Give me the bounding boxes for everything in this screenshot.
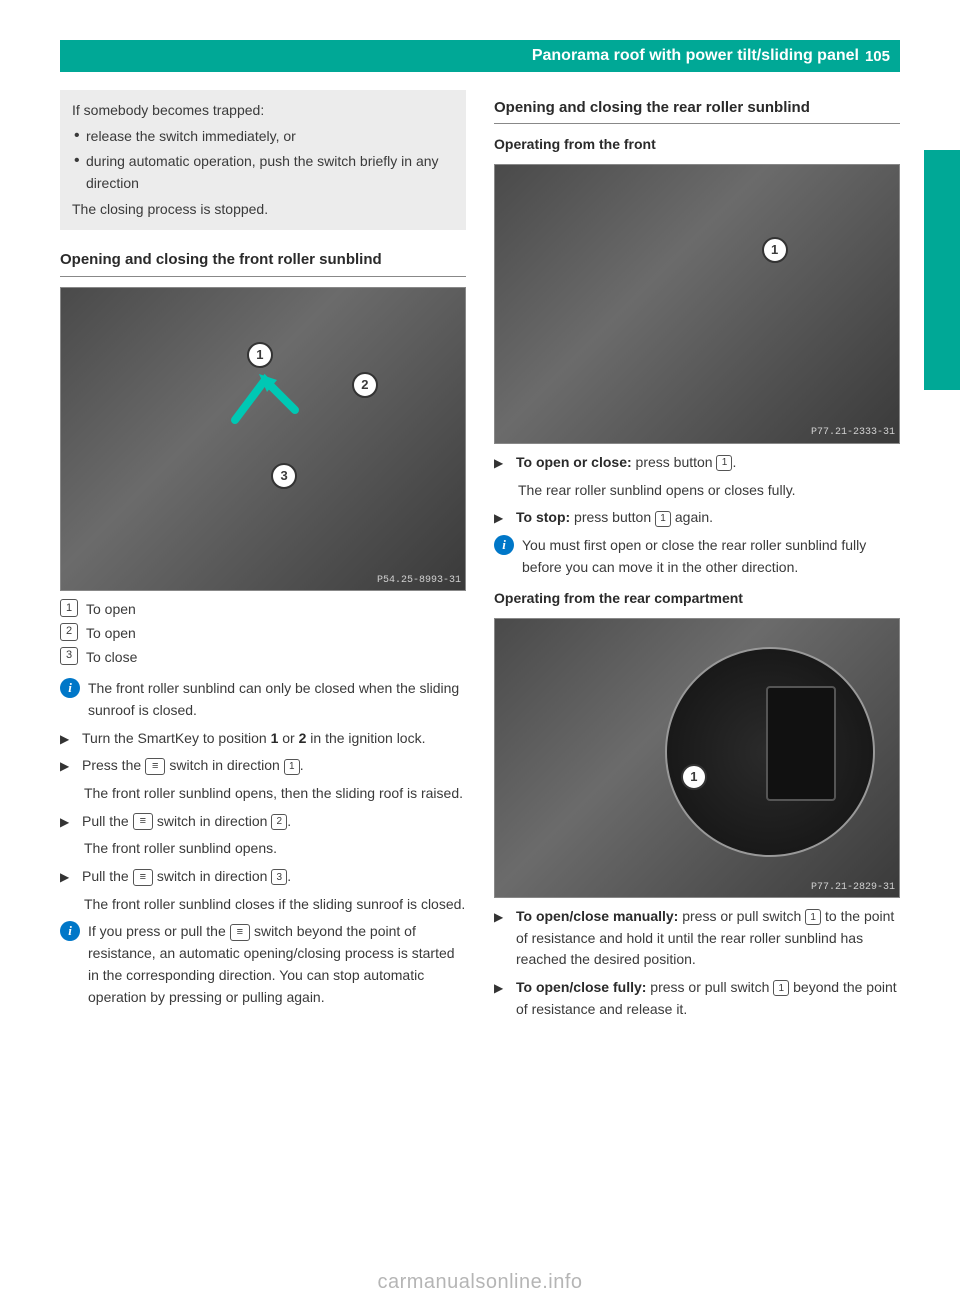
step-marker-icon: ▶ <box>60 866 74 888</box>
legend-text: To open <box>86 599 136 621</box>
figure-id: P77.21-2333-31 <box>811 425 895 441</box>
step-text: Turn the SmartKey to position 1 or 2 in … <box>82 728 425 750</box>
figure-legend: 1 To open 2 To open 3 To close <box>60 599 466 668</box>
step-marker-icon: ▶ <box>494 977 508 1020</box>
callout-3: 3 <box>271 463 297 489</box>
callout-1: 1 <box>762 237 788 263</box>
page-number: 105 <box>865 48 890 65</box>
step-marker-icon: ▶ <box>494 906 508 971</box>
direction-ref-icon: 3 <box>271 869 287 885</box>
figure-front-sunblind: 1 2 3 P54.25-8993-31 <box>60 287 466 592</box>
inset-detail-icon <box>665 647 875 857</box>
section-title-front-sunblind: Opening and closing the front roller sun… <box>60 248 466 276</box>
step-text: To stop: press button 1 again. <box>516 507 713 529</box>
step-text: To open or close: press button 1. <box>516 452 736 474</box>
figure-id: P77.21-2829-31 <box>811 880 895 896</box>
switch-icon: ≡ <box>145 758 165 775</box>
button-ref-icon: 1 <box>655 511 671 527</box>
watermark: carmanualsonline.info <box>0 1271 960 1294</box>
info-text: If you press or pull the ≡ switch beyond… <box>88 921 466 1008</box>
step-text: Press the ≡ switch in direction 1. <box>82 755 304 777</box>
step-text: To open/close fully: press or pull switc… <box>516 977 900 1020</box>
step-sub: The front roller sunblind closes if the … <box>60 894 466 916</box>
figure-id: P54.25-8993-31 <box>377 573 461 589</box>
step-text: To open/close manually: press or pull sw… <box>516 906 900 971</box>
content-area: If somebody becomes trapped: release the… <box>60 90 900 1027</box>
step-sub: The rear roller sunblind opens or closes… <box>494 480 900 502</box>
arrow-icon <box>215 360 315 440</box>
step-item: ▶ To open or close: press button 1. <box>494 452 900 474</box>
info-text: You must first open or close the rear ro… <box>522 535 900 578</box>
step-text: Pull the ≡ switch in direction 3. <box>82 866 291 888</box>
info-icon: i <box>60 678 80 698</box>
step-item: ▶ To open/close fully: press or pull swi… <box>494 977 900 1020</box>
figure-rear-compartment: 1 P77.21-2829-31 <box>494 618 900 898</box>
legend-text: To open <box>86 623 136 645</box>
warning-bullet: release the switch immediately, or <box>72 126 454 148</box>
callout-2: 2 <box>352 372 378 398</box>
info-icon: i <box>60 921 80 941</box>
right-column: Opening and closing the rear roller sunb… <box>494 90 900 1027</box>
legend-num: 2 <box>60 623 78 641</box>
step-marker-icon: ▶ <box>494 452 508 474</box>
direction-ref-icon: 2 <box>271 814 287 830</box>
switch-icon: ≡ <box>133 869 153 886</box>
section-title-rear-sunblind: Opening and closing the rear roller sunb… <box>494 96 900 124</box>
warning-intro: If somebody becomes trapped: <box>72 100 454 122</box>
subsection-operating-front: Operating from the front <box>494 134 900 156</box>
legend-num: 1 <box>60 599 78 617</box>
info-icon: i <box>494 535 514 555</box>
side-tab-label: Opening and closing <box>942 142 960 382</box>
step-item: ▶ Pull the ≡ switch in direction 3. <box>60 866 466 888</box>
legend-num: 3 <box>60 647 78 665</box>
legend-text: To close <box>86 647 137 669</box>
header-title: Panorama roof with power tilt/sliding pa… <box>532 47 859 65</box>
step-item: ▶ Turn the SmartKey to position 1 or 2 i… <box>60 728 466 750</box>
switch-icon: ≡ <box>133 813 153 830</box>
switch-ref-icon: 1 <box>773 980 789 996</box>
step-item: ▶ Press the ≡ switch in direction 1. <box>60 755 466 777</box>
warning-bullet: during automatic operation, push the swi… <box>72 151 454 194</box>
info-note: i You must first open or close the rear … <box>494 535 900 578</box>
info-note: i The front roller sunblind can only be … <box>60 678 466 721</box>
switch-graphic <box>766 686 836 801</box>
figure-rear-from-front: 1 P77.21-2333-31 <box>494 164 900 444</box>
step-item: ▶ Pull the ≡ switch in direction 2. <box>60 811 466 833</box>
page-header: Panorama roof with power tilt/sliding pa… <box>60 40 900 72</box>
step-sub: The front roller sunblind opens, then th… <box>60 783 466 805</box>
warning-outro: The closing process is stopped. <box>72 199 454 221</box>
direction-ref-icon: 1 <box>284 759 300 775</box>
subsection-operating-rear: Operating from the rear compartment <box>494 588 900 610</box>
step-marker-icon: ▶ <box>60 755 74 777</box>
info-text: The front roller sunblind can only be cl… <box>88 678 466 721</box>
warning-box: If somebody becomes trapped: release the… <box>60 90 466 230</box>
step-sub: The front roller sunblind opens. <box>60 838 466 860</box>
step-marker-icon: ▶ <box>60 728 74 750</box>
step-text: Pull the ≡ switch in direction 2. <box>82 811 291 833</box>
step-marker-icon: ▶ <box>60 811 74 833</box>
step-item: ▶ To stop: press button 1 again. <box>494 507 900 529</box>
switch-ref-icon: 1 <box>805 909 821 925</box>
button-ref-icon: 1 <box>716 455 732 471</box>
left-column: If somebody becomes trapped: release the… <box>60 90 466 1027</box>
step-item: ▶ To open/close manually: press or pull … <box>494 906 900 971</box>
step-marker-icon: ▶ <box>494 507 508 529</box>
callout-1: 1 <box>681 764 707 790</box>
switch-icon: ≡ <box>230 924 250 941</box>
info-note: i If you press or pull the ≡ switch beyo… <box>60 921 466 1008</box>
